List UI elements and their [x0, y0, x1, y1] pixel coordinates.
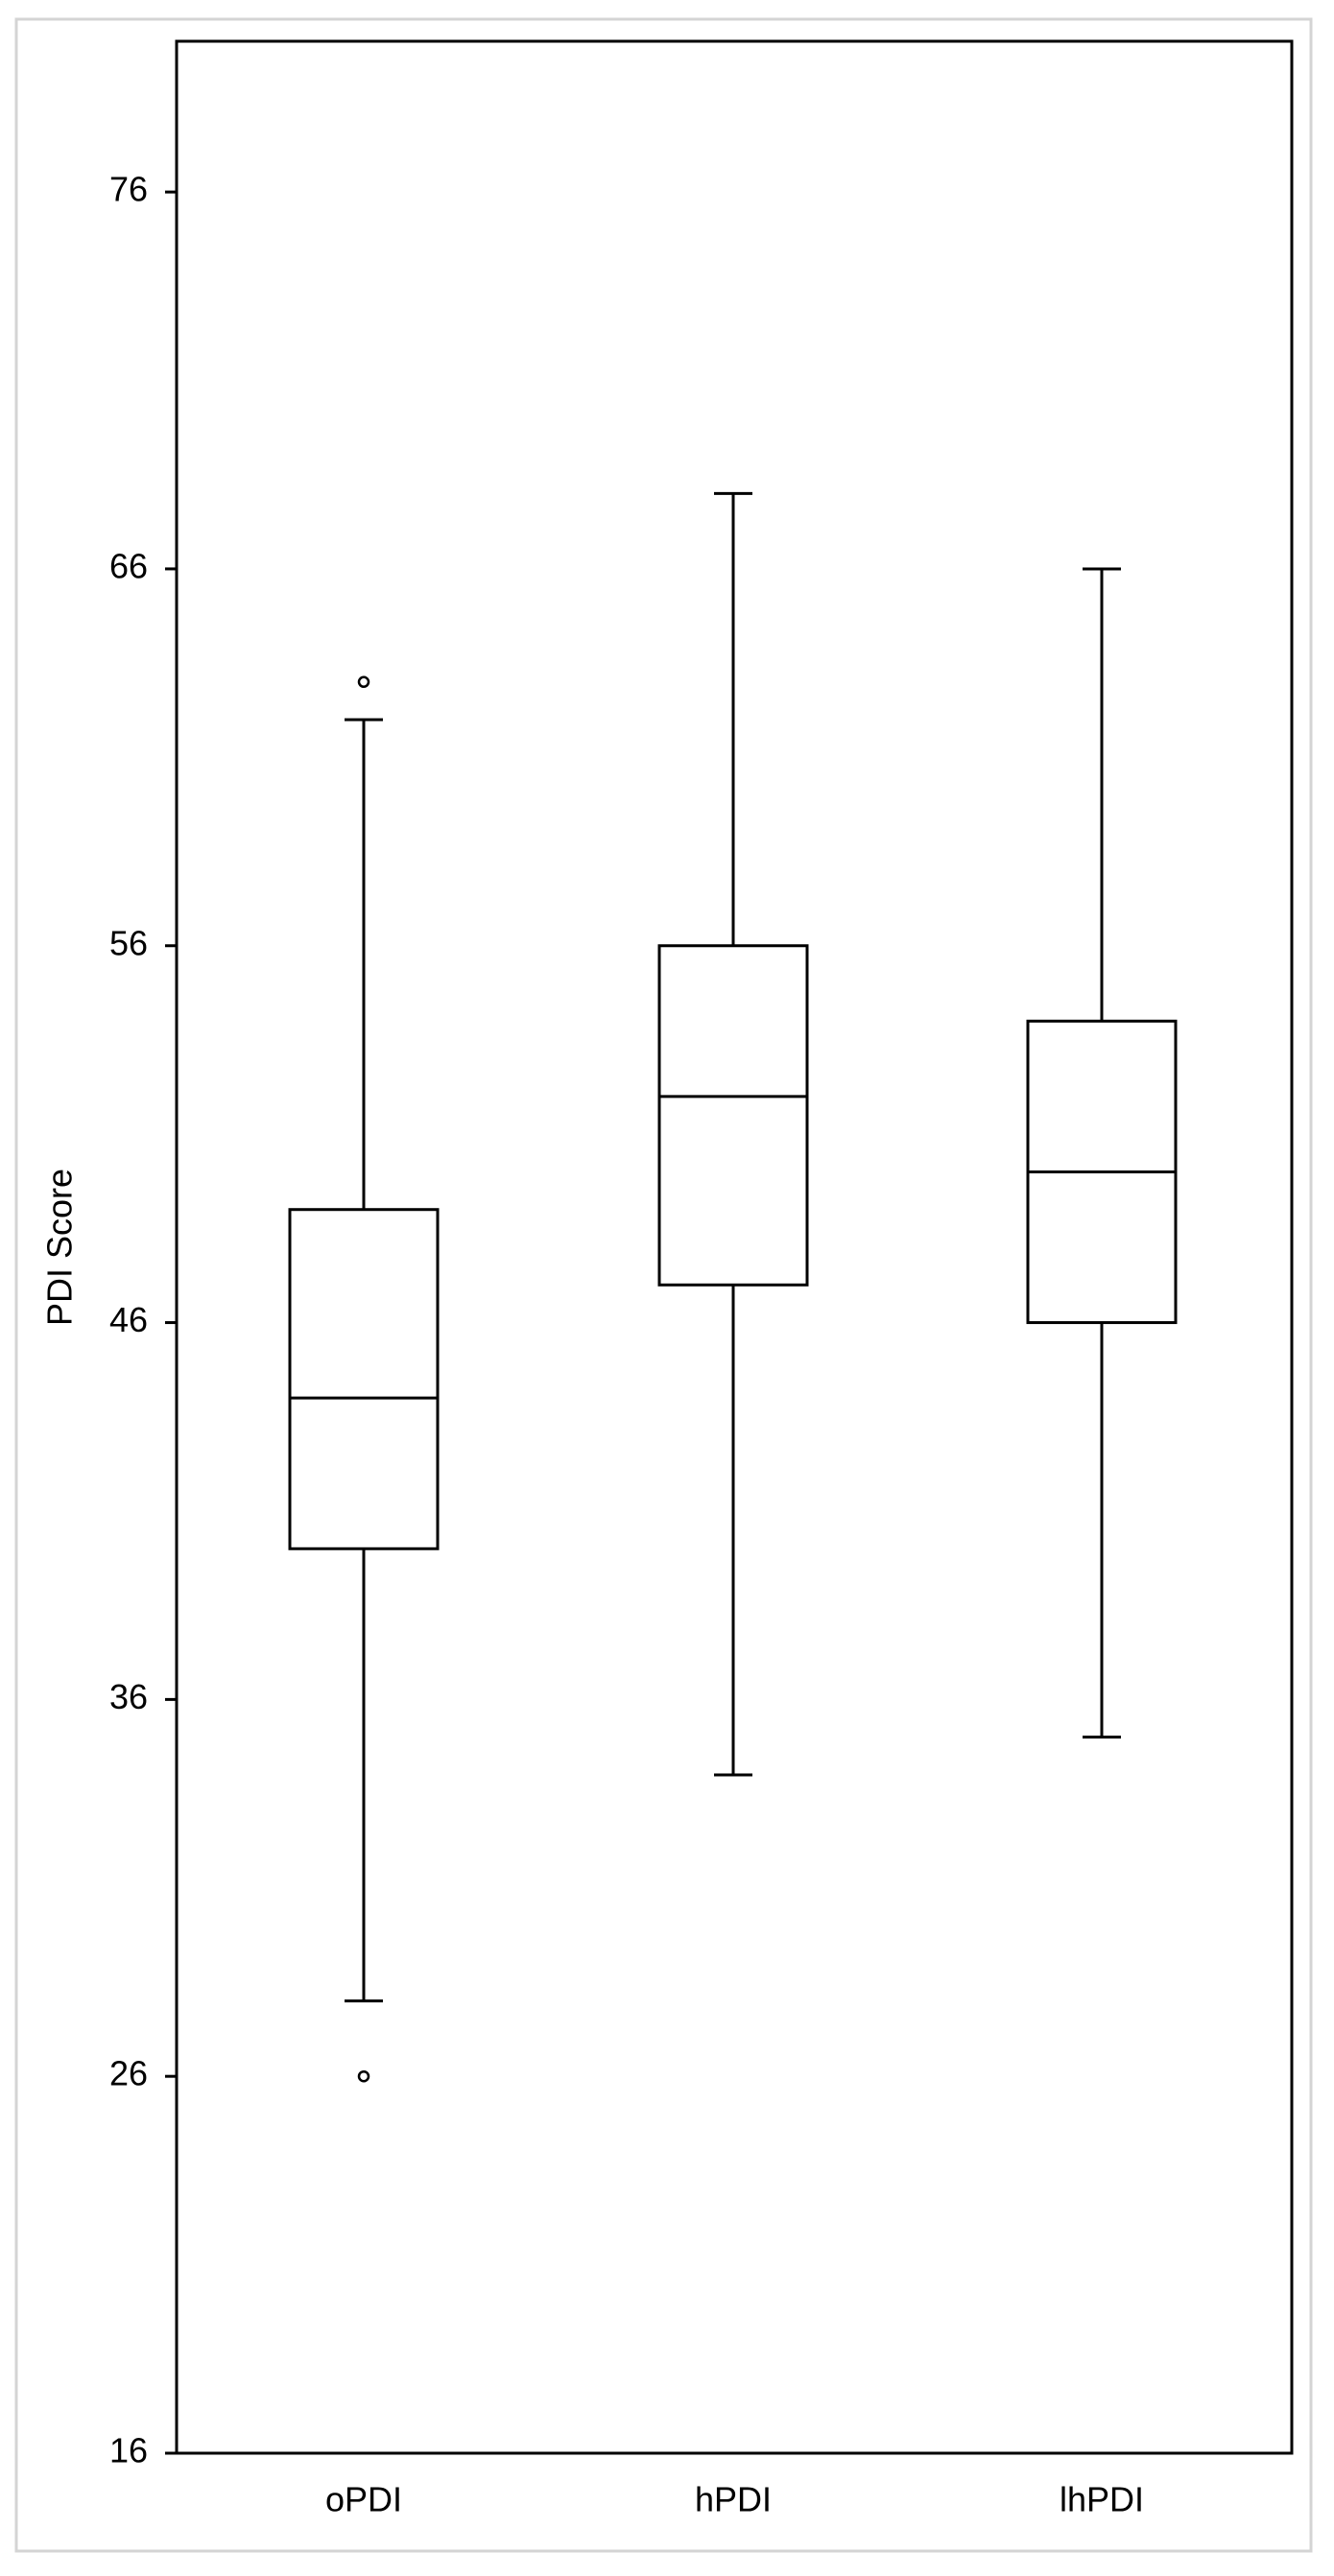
y-axis-label: PDI Score [40, 1169, 80, 1326]
box [657, 944, 809, 1287]
x-tick-label: hPDI [695, 2480, 772, 2519]
y-tick-label: 66 [109, 546, 148, 585]
plot-area [175, 39, 1294, 2455]
y-tick-label: 26 [109, 2054, 148, 2093]
y-tick-label: 36 [109, 1677, 148, 1716]
outlier [357, 675, 370, 689]
y-tick-label: 56 [109, 923, 148, 962]
y-tick-label: 76 [109, 170, 148, 209]
y-tick-label: 46 [109, 1300, 148, 1339]
box [288, 1208, 440, 1550]
frame [14, 17, 1313, 2553]
x-tick-label: lhPDI [1060, 2480, 1144, 2519]
y-tick-label: 16 [109, 2431, 148, 2470]
outlier [357, 2069, 370, 2083]
x-tick-label: oPDI [325, 2480, 402, 2519]
